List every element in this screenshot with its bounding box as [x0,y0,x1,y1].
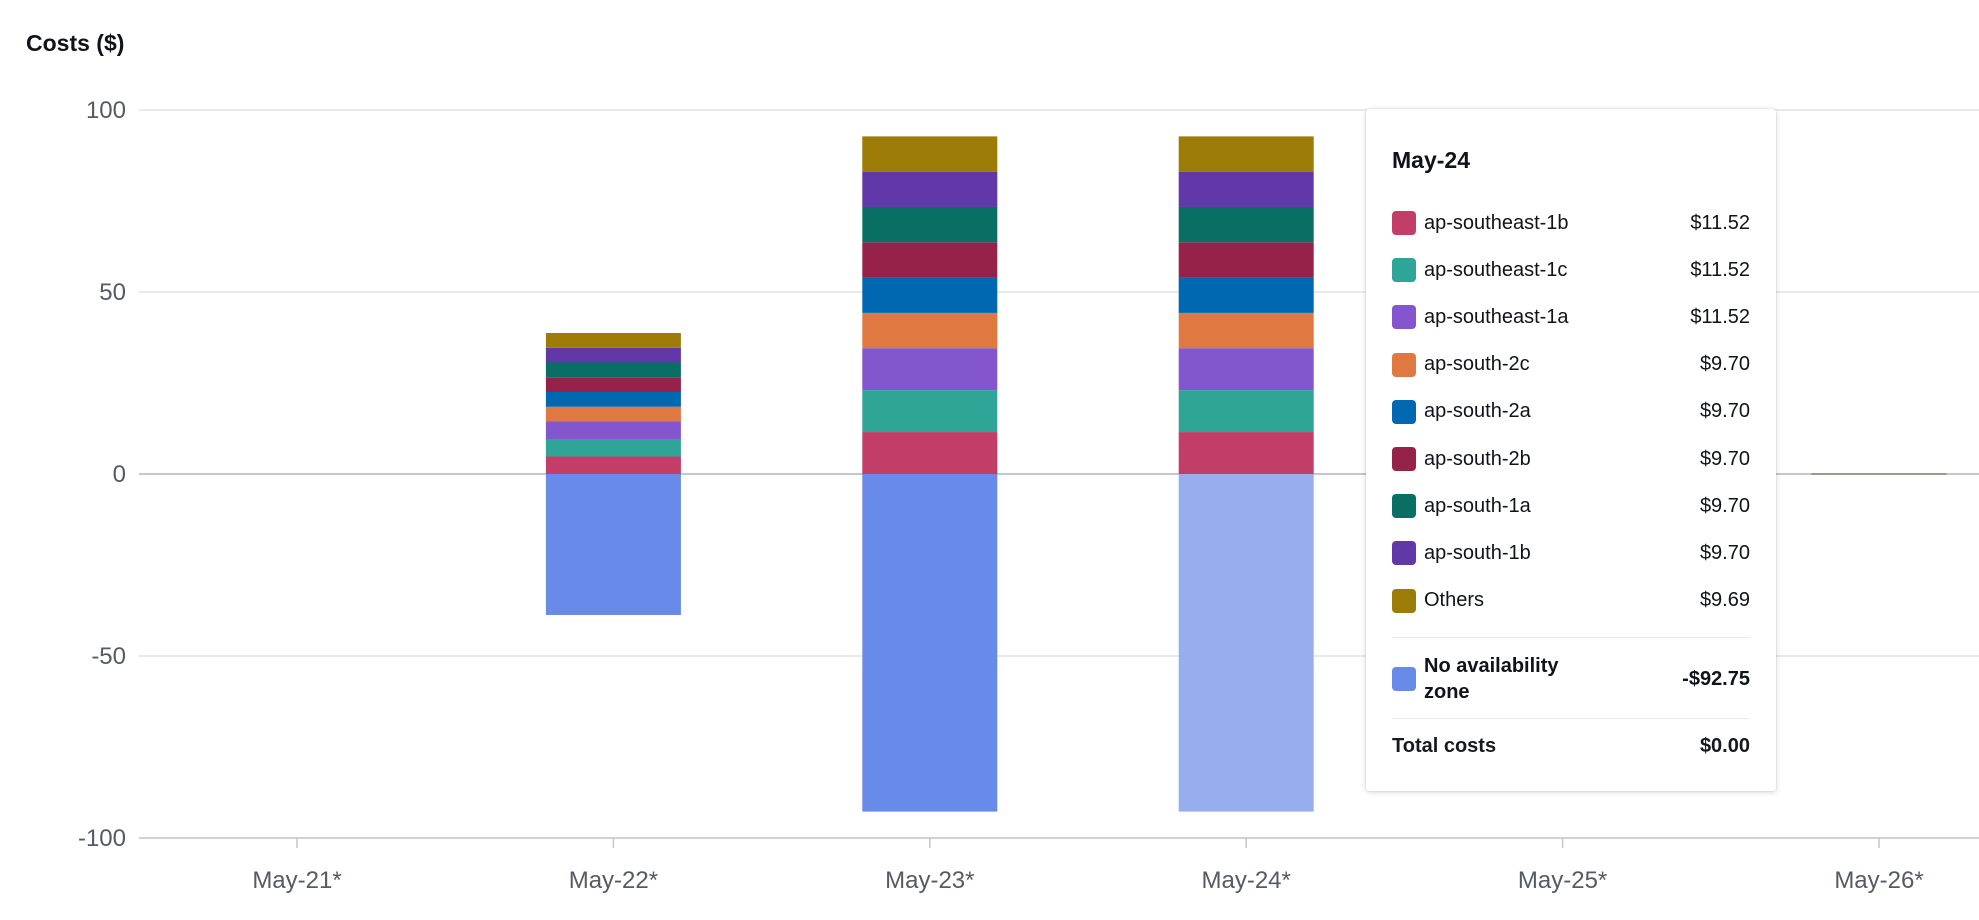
bar-segment[interactable] [862,206,998,243]
x-axis: May-21* May-22* May-23* May-24* May-25* May-2… [139,837,1979,894]
tooltip-row: ap-southeast-1c $11.52 [1392,255,1750,285]
tooltip-row-value: $9.70 [1699,494,1750,517]
tooltip-row-label: ap-south-2a [1424,400,1531,423]
tooltip-row-label: ap-south-1b [1424,541,1531,564]
bar-segment[interactable] [545,333,681,348]
y-tick-label: 0 [113,461,126,488]
tooltip-row: ap-south-2b $9.70 [1392,444,1750,474]
tooltip-divider [1392,718,1750,719]
chart-title: Costs ($) [26,30,125,56]
tooltip-row-value: $9.70 [1699,353,1750,376]
bar-segment[interactable] [545,391,681,407]
tooltip-row-label: ap-south-2c [1424,353,1530,376]
bar-segment[interactable] [862,390,998,433]
x-tick-label: May-23* [885,867,974,894]
bar-segment[interactable] [1178,474,1314,812]
bar-segment[interactable] [862,474,998,812]
tooltip-row-label: ap-southeast-1b [1424,211,1569,234]
bar-segment[interactable] [1178,348,1314,391]
bars[interactable] [545,136,1947,812]
tooltip-row: ap-south-2c $9.70 [1392,350,1750,380]
tooltip-row: ap-southeast-1a $11.52 [1392,302,1750,332]
bar-segment[interactable] [545,347,681,363]
tooltip-row-label: ap-southeast-1a [1424,305,1569,328]
bar-segment[interactable] [862,348,998,391]
tooltip-row-label: Others [1424,589,1485,612]
legend-swatch [1392,258,1416,283]
legend-swatch [1392,667,1416,691]
bar-segment[interactable] [1178,312,1314,349]
legend-swatch [1392,494,1416,519]
tooltip-row: ap-south-2a $9.70 [1392,397,1750,427]
bar-segment[interactable] [862,136,998,172]
tooltip-total-value: $0.00 [1699,735,1750,757]
bar-segment[interactable] [1178,390,1314,433]
tooltip-row-label: ap-south-2b [1424,447,1531,470]
tooltip-divider [1392,637,1750,638]
y-tick-label: -100 [78,825,126,852]
bar-segment[interactable] [1178,432,1314,474]
bar-segment[interactable] [545,406,681,422]
y-tick-label: -50 [91,643,126,670]
tooltip-row: ap-south-1a $9.70 [1392,491,1750,521]
tooltip-row-no-availability-zone: No availability zone -$92.75 [1392,649,1750,709]
legend-swatch [1392,211,1416,235]
bar-segment[interactable] [1178,206,1314,243]
bar-segment[interactable] [1178,242,1314,278]
bar-segment[interactable] [862,312,998,349]
x-tick-label: May-24* [1202,867,1291,894]
tooltip-row-value: $11.52 [1690,258,1750,281]
bar-segment[interactable] [545,474,681,615]
legend-swatch [1392,399,1416,424]
tooltip-row-value: $11.52 [1690,305,1750,328]
x-tick-label: May-25* [1518,867,1607,894]
tooltip-title: May-24 [1392,147,1470,173]
x-tick-label: May-21* [252,867,341,894]
tooltip-row-label: ap-southeast-1c [1424,258,1568,281]
bar-segment[interactable] [545,421,681,439]
legend-swatch [1392,352,1416,377]
x-tick-label: May-26* [1834,867,1923,894]
legend-swatch [1392,588,1416,613]
legend-swatch [1392,305,1416,330]
tooltip-row-value: $9.69 [1699,589,1750,612]
bar-segment[interactable] [1178,171,1314,207]
bar-segment[interactable] [545,377,681,392]
tooltip-popover: May-24 ap-southeast-1b $11.52 ap-southeast… [1366,109,1776,791]
x-tick-label: May-22* [569,867,658,894]
tooltip-row: ap-south-1b $9.70 [1392,538,1750,568]
tooltip-total: Total costs $0.00 [1392,735,1750,758]
tooltip-row-label: No availability zone [1424,655,1559,703]
legend-swatch [1392,447,1416,471]
y-tick-label: 50 [99,279,126,306]
tooltip-row-value: $9.70 [1699,400,1750,423]
bar-segment[interactable] [545,362,681,378]
bar-segment[interactable] [862,242,998,278]
tooltip-row: Others $9.69 [1392,586,1750,616]
tooltip-row: ap-southeast-1b $11.52 [1392,208,1750,238]
tooltip-row-value: $11.52 [1690,211,1750,234]
tooltip-row-value: $9.70 [1699,447,1750,470]
bar-segment[interactable] [545,456,681,474]
bar-segment[interactable] [862,432,998,474]
y-axis: 100 50 0 -50 -100 [78,97,126,852]
tooltip-total-label: Total costs [1392,735,1497,757]
bar-segment[interactable] [862,277,998,313]
bar-segment[interactable] [1178,277,1314,313]
bar-segment[interactable] [1178,136,1314,172]
bar-segment[interactable] [862,171,998,207]
legend-swatch [1392,541,1416,566]
y-tick-label: 100 [86,97,126,124]
tooltip-row-value: -$92.75 [1682,667,1750,690]
bar-segment[interactable] [545,438,681,457]
tooltip-row-value: $9.70 [1699,541,1750,564]
tooltip-row-label: ap-south-1a [1424,494,1531,517]
